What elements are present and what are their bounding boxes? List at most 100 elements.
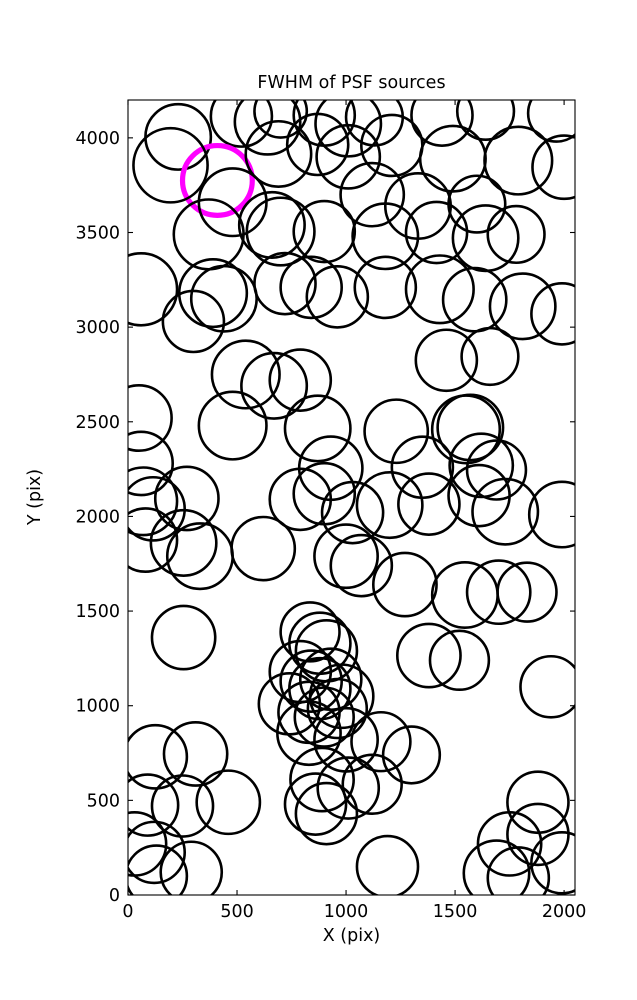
- source-circle: [329, 533, 394, 598]
- source-circle: [363, 398, 430, 465]
- source-circle: [410, 100, 474, 147]
- source-circle: [197, 167, 268, 238]
- source-circle: [128, 723, 189, 790]
- source-circle: [465, 439, 528, 501]
- source-circle: [128, 773, 180, 837]
- y-tick-label: 2000: [75, 507, 120, 527]
- source-circle: [153, 465, 220, 532]
- source-circle: [128, 252, 179, 327]
- source-circle: [530, 282, 575, 346]
- source-circle: [285, 112, 350, 177]
- source-circle: [372, 551, 438, 618]
- y-tick-label: 3000: [75, 318, 120, 338]
- y-axis-ticks: 0 500 1000 1500 2000 2500 3000 3500 4000: [75, 129, 575, 906]
- source-circle: [320, 480, 385, 545]
- source-circle: [436, 393, 505, 462]
- page-title: FWHM of PSF sources: [257, 73, 445, 93]
- source-circle: [462, 839, 531, 895]
- axes-frame: [127, 99, 576, 896]
- psf-source-circles: [128, 100, 575, 895]
- source-circle: [293, 686, 355, 748]
- source-circle: [240, 351, 309, 420]
- source-circle: [506, 802, 570, 867]
- source-circle: [237, 190, 306, 259]
- source-circle: [395, 622, 462, 689]
- source-circle: [471, 477, 540, 546]
- source-circle: [128, 475, 186, 542]
- source-circle: [197, 390, 268, 461]
- source-circle: [210, 339, 281, 410]
- source-circle: [339, 161, 406, 228]
- source-circle: [527, 480, 575, 549]
- source-circle: [279, 601, 341, 663]
- source-circle: [276, 700, 342, 767]
- source-circle: [519, 654, 575, 719]
- source-circle: [414, 328, 479, 393]
- x-tick-label: 1500: [433, 902, 478, 922]
- source-circle: [351, 202, 420, 271]
- source-circle: [381, 725, 442, 785]
- source-circle: [341, 753, 403, 816]
- source-circle: [150, 774, 215, 838]
- source-circle: [128, 383, 173, 453]
- source-circle: [283, 394, 352, 463]
- source-circle: [483, 125, 554, 196]
- source-circle: [150, 604, 217, 671]
- source-circle: [279, 255, 343, 320]
- source-circle: [289, 746, 355, 813]
- source-circle: [233, 100, 302, 156]
- source-circle: [315, 123, 382, 190]
- source-circle: [531, 134, 575, 201]
- source-circle: [316, 756, 381, 820]
- source-circle: [195, 769, 262, 836]
- y-tick-label: 0: [109, 886, 120, 906]
- source-circle: [132, 126, 209, 204]
- source-circle: [486, 846, 551, 895]
- source-circle: [230, 515, 297, 582]
- source-circle: [496, 561, 558, 623]
- source-circle: [306, 677, 369, 740]
- source-circle: [476, 810, 543, 877]
- source-circle: [128, 507, 179, 574]
- x-tick-label: 1000: [324, 902, 369, 922]
- source-circle: [447, 463, 511, 528]
- source-circle: [313, 523, 379, 590]
- source-circle: [455, 100, 516, 142]
- source-circle: [279, 649, 343, 713]
- source-circle: [245, 196, 316, 267]
- source-circle: [189, 264, 258, 333]
- source-circle: [268, 467, 333, 532]
- source-circle: [209, 100, 274, 148]
- source-circle: [294, 781, 359, 846]
- source-circle: [244, 119, 313, 188]
- y-tick-label: 500: [87, 791, 120, 811]
- source-circle: [486, 204, 546, 265]
- x-tick-label: 500: [220, 902, 253, 922]
- source-circle: [128, 844, 189, 895]
- source-circle: [353, 255, 418, 320]
- source-circle: [159, 840, 224, 895]
- source-circle: [305, 265, 370, 329]
- source-circle: [149, 508, 218, 577]
- source-circle: [448, 432, 515, 499]
- y-tick-label: 1500: [75, 602, 120, 622]
- source-circle: [253, 251, 317, 316]
- source-circle: [253, 100, 309, 139]
- source-circle: [292, 199, 357, 264]
- source-circle: [162, 721, 229, 787]
- source-circle: [465, 559, 532, 626]
- source-circle: [397, 472, 461, 536]
- source-circle: [128, 820, 186, 885]
- highlighted-source-circle: [179, 142, 255, 218]
- source-circle: [530, 830, 575, 895]
- source-circle: [404, 254, 475, 325]
- source-circle: [314, 100, 383, 158]
- source-circle: [355, 471, 424, 540]
- y-tick-label: 4000: [75, 129, 120, 149]
- source-circle: [355, 834, 420, 895]
- source-circle: [460, 326, 520, 387]
- x-axis-ticks: 0 500 1000 1500 2000: [122, 100, 586, 922]
- x-tick-label: 2000: [542, 902, 587, 922]
- source-circle: [128, 466, 179, 537]
